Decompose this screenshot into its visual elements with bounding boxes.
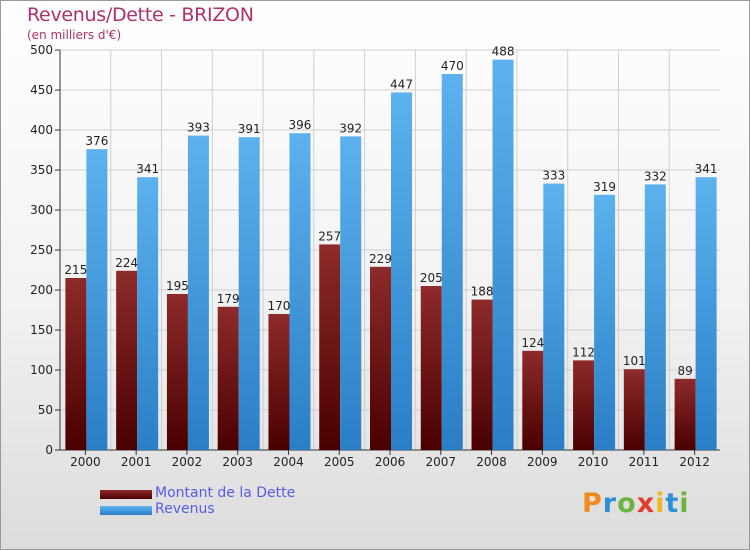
y-tick-label-350: 350 xyxy=(30,163,53,177)
bar-debt-2006 xyxy=(370,266,391,450)
data-label-debt-2002: 195 xyxy=(166,279,189,293)
data-label-debt-2010: 112 xyxy=(572,345,595,359)
x-tick-label-2009: 2009 xyxy=(527,455,558,469)
bar-revenus-2005 xyxy=(340,136,362,450)
bar-revenus-2001 xyxy=(137,177,159,450)
bar-revenus-2000 xyxy=(86,149,108,450)
data-label-revenus-2002: 393 xyxy=(187,121,210,135)
data-label-revenus-2003: 391 xyxy=(238,122,261,136)
data-label-revenus-2001: 341 xyxy=(136,162,159,176)
bar-debt-2002 xyxy=(166,294,188,450)
bar-debt-2007 xyxy=(420,286,442,450)
data-label-debt-2005: 257 xyxy=(318,229,341,243)
bar-revenus-2002 xyxy=(187,135,209,450)
bar-revenus-2009 xyxy=(543,183,565,450)
data-label-debt-2008: 188 xyxy=(471,285,494,299)
logo-letter: t xyxy=(665,488,680,519)
data-label-revenus-2005: 392 xyxy=(339,121,362,135)
x-tick-label-2008: 2008 xyxy=(476,455,507,469)
logo-letter: P xyxy=(582,488,603,519)
proxiti-logo: Proxiti xyxy=(582,488,690,519)
bar-debt-2001 xyxy=(116,270,138,450)
bar-debt-2003 xyxy=(217,306,239,450)
bar-debt-2011 xyxy=(623,369,645,450)
data-label-debt-2011: 101 xyxy=(623,354,646,368)
data-label-revenus-2008: 488 xyxy=(492,45,515,59)
y-tick-label-450: 450 xyxy=(30,83,53,97)
y-tick-label-300: 300 xyxy=(30,203,53,217)
x-tick-label-2005: 2005 xyxy=(324,455,355,469)
data-label-revenus-2006: 447 xyxy=(390,77,413,91)
chart-subtitle: (en milliers d'€) xyxy=(27,28,122,42)
logo-letter: x xyxy=(636,488,656,519)
x-tick-label-2012: 2012 xyxy=(679,455,710,469)
data-label-debt-2004: 170 xyxy=(268,299,291,313)
bar-debt-2000 xyxy=(65,278,87,450)
y-tick-label-250: 250 xyxy=(30,243,53,257)
y-tick-label-500: 500 xyxy=(30,43,53,57)
y-tick-label-400: 400 xyxy=(30,123,53,137)
legend-label-debt: Montant de la Dette xyxy=(155,485,296,501)
data-label-debt-2003: 179 xyxy=(217,292,240,306)
y-tick-label-200: 200 xyxy=(30,283,53,297)
bar-debt-2009 xyxy=(522,350,544,450)
x-tick-label-2006: 2006 xyxy=(375,455,406,469)
data-label-debt-2009: 124 xyxy=(521,336,544,350)
data-label-debt-2000: 215 xyxy=(64,263,87,277)
bar-revenus-2006 xyxy=(391,92,412,451)
bar-revenus-2007 xyxy=(441,74,463,450)
data-label-debt-2012: 89 xyxy=(677,364,692,378)
x-tick-label-2003: 2003 xyxy=(222,455,253,469)
logo-letter: i xyxy=(655,488,666,519)
x-tick-label-2010: 2010 xyxy=(578,455,609,469)
x-tick-label-2011: 2011 xyxy=(629,455,660,469)
data-label-revenus-2007: 470 xyxy=(441,59,464,73)
data-label-revenus-2000: 376 xyxy=(85,134,108,148)
data-label-revenus-2004: 396 xyxy=(289,118,312,132)
legend-swatch-debt xyxy=(100,490,152,499)
x-tick-label-2002: 2002 xyxy=(172,455,203,469)
bar-debt-2010 xyxy=(573,360,595,450)
y-tick-label-0: 0 xyxy=(45,443,53,457)
data-label-debt-2006: 229 xyxy=(369,252,392,266)
bar-revenus-2011 xyxy=(644,184,666,450)
legend-label-revenus: Revenus xyxy=(155,501,215,517)
x-tick-label-2004: 2004 xyxy=(273,455,304,469)
bar-revenus-2010 xyxy=(594,194,616,450)
bar-revenus-2008 xyxy=(492,59,514,450)
data-label-debt-2007: 205 xyxy=(420,271,443,285)
bar-revenus-2004 xyxy=(289,133,311,450)
y-tick-label-150: 150 xyxy=(30,323,53,337)
data-label-revenus-2012: 341 xyxy=(695,162,718,176)
bar-debt-2005 xyxy=(319,244,341,450)
bar-debt-2012 xyxy=(674,378,696,450)
logo-letter: o xyxy=(617,488,637,519)
y-tick-label-50: 50 xyxy=(38,403,53,417)
y-tick-label-100: 100 xyxy=(30,363,53,377)
data-label-debt-2001: 224 xyxy=(115,256,138,270)
data-label-revenus-2011: 332 xyxy=(644,169,667,183)
bar-debt-2004 xyxy=(268,314,290,450)
data-label-revenus-2010: 319 xyxy=(593,180,616,194)
bar-debt-2008 xyxy=(471,299,493,450)
bar-revenus-2003 xyxy=(238,137,260,450)
x-tick-label-2007: 2007 xyxy=(425,455,456,469)
bar-revenus-2012 xyxy=(695,177,717,450)
chart-title: Revenus/Dette - BRIZON xyxy=(27,4,254,26)
logo-letter: r xyxy=(602,488,618,519)
x-tick-label-2001: 2001 xyxy=(121,455,152,469)
x-tick-label-2000: 2000 xyxy=(70,455,101,469)
logo-letter: i xyxy=(679,488,690,519)
data-label-revenus-2009: 333 xyxy=(542,169,565,183)
legend-swatch-revenus xyxy=(100,506,152,515)
